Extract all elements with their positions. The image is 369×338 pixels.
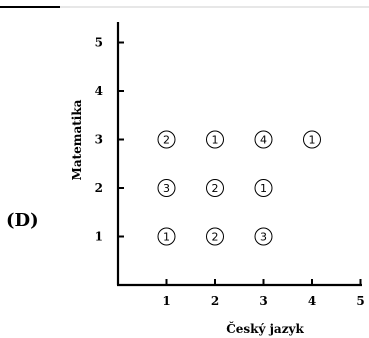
data-point: 2 [206, 227, 224, 246]
data-point-count: 4 [260, 134, 267, 147]
points: 1 2 3 3 2 1 2 1 4 1 [157, 130, 321, 246]
data-point: 1 [206, 130, 224, 149]
x-tick-label: 4 [308, 294, 316, 308]
data-point: 3 [157, 179, 176, 197]
data-point-count: 1 [260, 182, 267, 195]
x-axis-label: Český jazyk [226, 320, 304, 336]
data-point-circle [254, 130, 273, 149]
y-tick-label: 3 [95, 133, 103, 147]
data-point-circle [157, 179, 176, 197]
data-point-circle [206, 227, 224, 246]
y-tick-label: 5 [95, 36, 103, 50]
data-point: 2 [206, 179, 224, 197]
data-point-count: 3 [163, 182, 170, 195]
data-point: 1 [303, 130, 321, 149]
panel-label: (D) [6, 210, 39, 231]
data-point: 2 [157, 130, 176, 149]
data-point: 4 [254, 130, 273, 149]
data-point-count: 1 [309, 134, 316, 147]
data-point: 3 [254, 227, 273, 246]
y-tick-label: 1 [95, 230, 103, 244]
x-tick-label: 2 [211, 294, 219, 308]
x-tick-label: 1 [162, 294, 170, 308]
data-point-circle [157, 130, 176, 149]
data-point-count: 2 [212, 231, 219, 244]
x-tick-label: 5 [356, 294, 364, 308]
data-point-count: 2 [212, 182, 219, 195]
data-point-circle [206, 179, 224, 197]
y-tick-label: 4 [95, 84, 103, 98]
ticks: 1 2 3 4 5 1 2 3 4 5 [95, 36, 365, 309]
data-point-circle [254, 179, 273, 197]
data-point-circle [254, 227, 273, 246]
data-point-circle [206, 130, 224, 149]
x-tick-label: 3 [259, 294, 267, 308]
data-point-count: 1 [212, 134, 219, 147]
data-point-count: 1 [163, 231, 170, 244]
data-point-count: 2 [163, 134, 170, 147]
data-point-circle [157, 227, 176, 246]
y-tick-label: 2 [95, 181, 103, 195]
data-point-circle [303, 130, 321, 149]
data-point: 1 [254, 179, 273, 197]
data-point: 1 [157, 227, 176, 246]
axes [116, 22, 362, 287]
y-axis-label: Matematika [70, 99, 84, 180]
data-point-count: 3 [260, 231, 267, 244]
